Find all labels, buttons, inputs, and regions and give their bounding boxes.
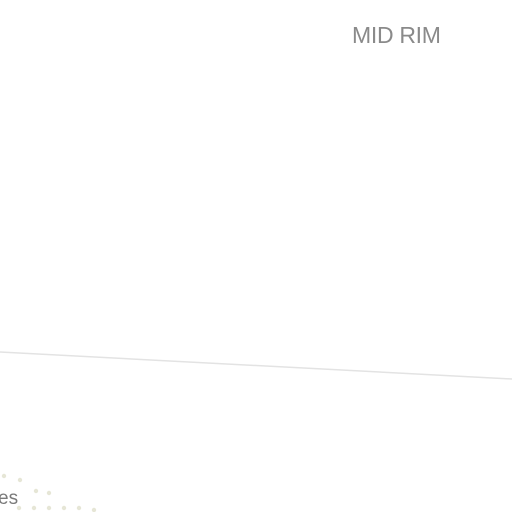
section-heading: MID RIM <box>352 22 441 48</box>
footer-partial-label: es <box>0 488 19 509</box>
